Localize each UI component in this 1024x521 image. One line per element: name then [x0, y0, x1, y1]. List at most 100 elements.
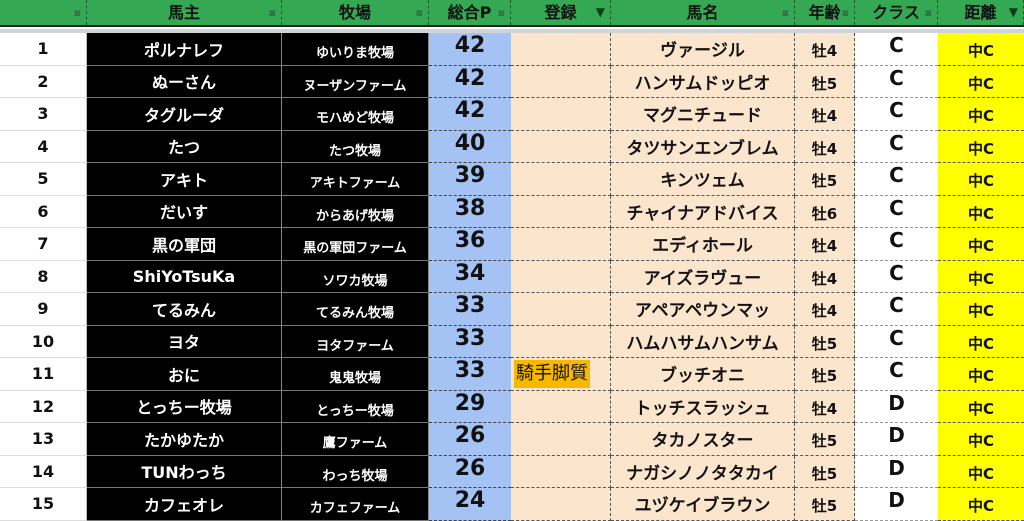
class-cell[interactable]: C	[855, 33, 938, 66]
row-number[interactable]: 1	[0, 33, 87, 66]
owner-cell[interactable]: ポルナレフ	[87, 33, 282, 66]
registration-cell[interactable]	[511, 390, 611, 423]
column-header-8[interactable]: 距離 ▼	[938, 0, 1024, 25]
filter-icon[interactable]: ≡	[781, 9, 789, 19]
row-number[interactable]: 13	[0, 423, 87, 456]
owner-cell[interactable]: てるみん	[87, 293, 282, 326]
horse-name-cell[interactable]: ヴァージル	[611, 33, 795, 66]
registration-cell[interactable]	[511, 488, 611, 521]
points-cell[interactable]: 26	[429, 455, 511, 488]
registration-cell[interactable]: 騎手脚質	[511, 358, 611, 391]
farm-cell[interactable]: たつ牧場	[282, 130, 429, 163]
distance-cell[interactable]: 中C	[938, 260, 1024, 293]
row-number[interactable]: 7	[0, 228, 87, 261]
points-cell[interactable]: 36	[429, 228, 511, 261]
farm-cell[interactable]: アキトファーム	[282, 163, 429, 196]
distance-cell[interactable]: 中C	[938, 358, 1024, 391]
horse-name-cell[interactable]: アイズラヴュー	[611, 260, 795, 293]
distance-cell[interactable]: 中C	[938, 293, 1024, 326]
registration-cell[interactable]	[511, 260, 611, 293]
row-number[interactable]: 4	[0, 130, 87, 163]
registration-cell[interactable]	[511, 33, 611, 66]
age-cell[interactable]: 牡5	[795, 423, 855, 456]
class-cell[interactable]: C	[855, 65, 938, 98]
row-number[interactable]: 15	[0, 488, 87, 521]
farm-cell[interactable]: わっち牧場	[282, 455, 429, 488]
points-cell[interactable]: 42	[429, 98, 511, 131]
registration-cell[interactable]	[511, 455, 611, 488]
owner-cell[interactable]: おに	[87, 358, 282, 391]
class-cell[interactable]: D	[855, 390, 938, 423]
points-cell[interactable]: 29	[429, 390, 511, 423]
horse-name-cell[interactable]: アペアペウンマッ	[611, 293, 795, 326]
horse-name-cell[interactable]: マグニチュード	[611, 98, 795, 131]
age-cell[interactable]: 牡4	[795, 33, 855, 66]
age-cell[interactable]: 牡5	[795, 488, 855, 521]
farm-cell[interactable]: カフェファーム	[282, 488, 429, 521]
class-cell[interactable]: D	[855, 455, 938, 488]
owner-cell[interactable]: ヨタ	[87, 325, 282, 358]
distance-cell[interactable]: 中C	[938, 65, 1024, 98]
distance-cell[interactable]: 中C	[938, 455, 1024, 488]
class-cell[interactable]: C	[855, 228, 938, 261]
owner-cell[interactable]: タグルーダ	[87, 98, 282, 131]
registration-cell[interactable]	[511, 293, 611, 326]
points-cell[interactable]: 42	[429, 65, 511, 98]
filter-icon[interactable]: ≡	[415, 9, 423, 19]
age-cell[interactable]: 牡5	[795, 163, 855, 196]
column-header-7[interactable]: クラス ≡	[855, 0, 938, 25]
filter-icon[interactable]: ≡	[73, 9, 81, 19]
farm-cell[interactable]: 黒の軍団ファーム	[282, 228, 429, 261]
distance-cell[interactable]: 中C	[938, 33, 1024, 66]
age-cell[interactable]: 牡5	[795, 358, 855, 391]
distance-cell[interactable]: 中C	[938, 390, 1024, 423]
age-cell[interactable]: 牡5	[795, 455, 855, 488]
points-cell[interactable]: 33	[429, 293, 511, 326]
filter-icon[interactable]: ≡	[841, 9, 849, 19]
distance-cell[interactable]: 中C	[938, 423, 1024, 456]
points-cell[interactable]: 39	[429, 163, 511, 196]
horse-name-cell[interactable]: エディホール	[611, 228, 795, 261]
row-number[interactable]: 11	[0, 358, 87, 391]
age-cell[interactable]: 牡6	[795, 195, 855, 228]
age-cell[interactable]: 牡5	[795, 65, 855, 98]
points-cell[interactable]: 24	[429, 488, 511, 521]
points-cell[interactable]: 26	[429, 423, 511, 456]
horse-name-cell[interactable]: ブッチオニ	[611, 358, 795, 391]
registration-cell[interactable]	[511, 130, 611, 163]
column-header-4[interactable]: 登録 ▼	[511, 0, 611, 25]
class-cell[interactable]: C	[855, 195, 938, 228]
age-cell[interactable]: 牡4	[795, 293, 855, 326]
column-header-1[interactable]: 馬主 ≡	[87, 0, 282, 25]
class-cell[interactable]: D	[855, 423, 938, 456]
column-header-6[interactable]: 年齢 ≡	[795, 0, 855, 25]
owner-cell[interactable]: カフェオレ	[87, 488, 282, 521]
column-header-2[interactable]: 牧場 ≡	[282, 0, 429, 25]
owner-cell[interactable]: たかゆたか	[87, 423, 282, 456]
column-header-0[interactable]: ≡	[0, 0, 87, 25]
row-number[interactable]: 14	[0, 455, 87, 488]
owner-cell[interactable]: とっちー牧場	[87, 390, 282, 423]
filter-icon[interactable]: ≡	[924, 9, 932, 19]
filter-active-icon[interactable]: ▼	[1008, 5, 1018, 19]
age-cell[interactable]: 牡4	[795, 260, 855, 293]
class-cell[interactable]: C	[855, 98, 938, 131]
row-number[interactable]: 9	[0, 293, 87, 326]
farm-cell[interactable]: てるみん牧場	[282, 293, 429, 326]
age-cell[interactable]: 牡4	[795, 228, 855, 261]
age-cell[interactable]: 牡4	[795, 130, 855, 163]
registration-cell[interactable]	[511, 325, 611, 358]
row-number[interactable]: 12	[0, 390, 87, 423]
farm-cell[interactable]: 鬼鬼牧場	[282, 358, 429, 391]
horse-name-cell[interactable]: ナガシノノタタカイ	[611, 455, 795, 488]
owner-cell[interactable]: たつ	[87, 130, 282, 163]
farm-cell[interactable]: ヨタファーム	[282, 325, 429, 358]
distance-cell[interactable]: 中C	[938, 98, 1024, 131]
farm-cell[interactable]: ヌーザンファーム	[282, 65, 429, 98]
owner-cell[interactable]: アキト	[87, 163, 282, 196]
filter-active-icon[interactable]: ▼	[595, 5, 605, 19]
class-cell[interactable]: C	[855, 163, 938, 196]
row-number[interactable]: 2	[0, 65, 87, 98]
distance-cell[interactable]: 中C	[938, 163, 1024, 196]
class-cell[interactable]: C	[855, 358, 938, 391]
